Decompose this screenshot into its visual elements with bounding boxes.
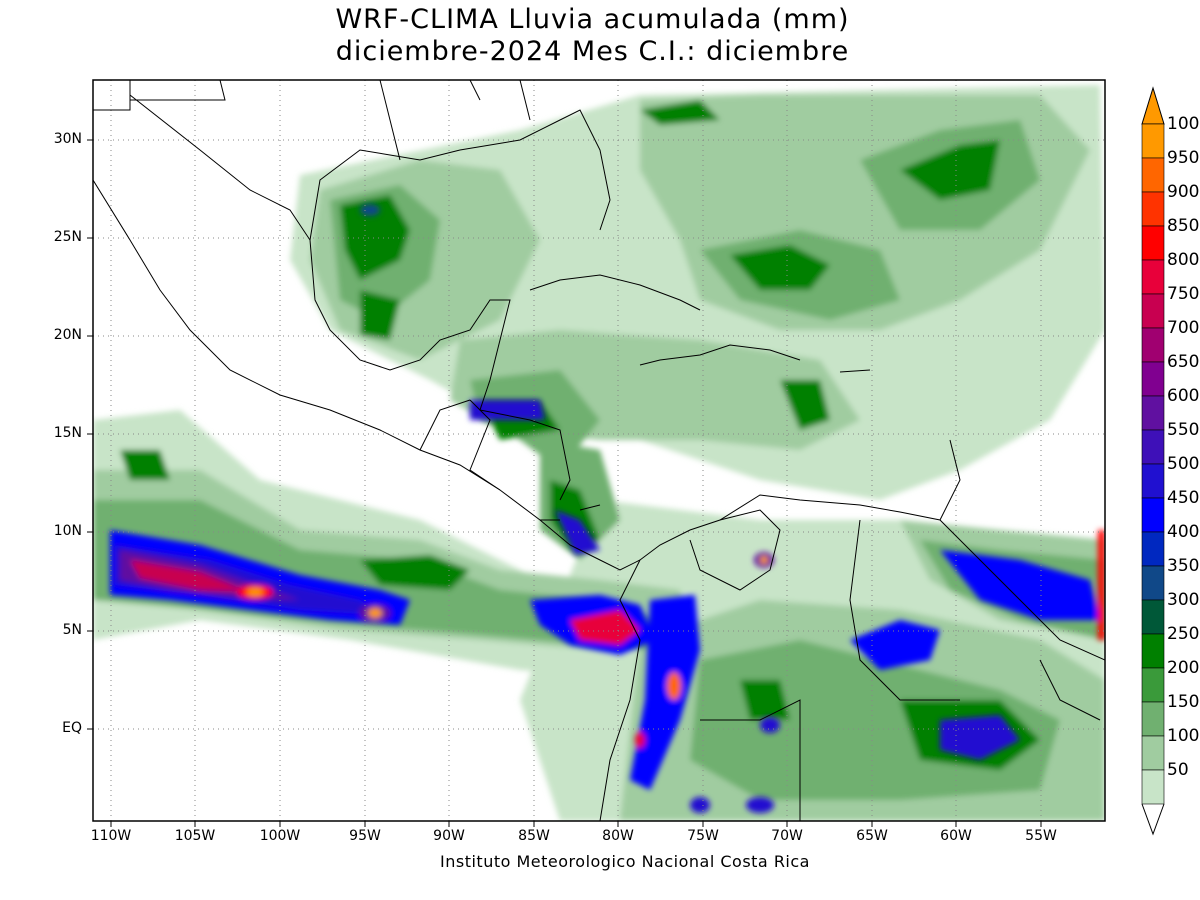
colorbar-label: 650 (1167, 352, 1200, 372)
colorbar-swatch (1141, 157, 1165, 193)
colorbar-swatch (1141, 293, 1165, 329)
colorbar-swatch (1141, 735, 1165, 771)
colorbar-arrow-top (1141, 86, 1165, 125)
colorbar-swatch (1141, 395, 1165, 431)
colorbar-swatch (1141, 531, 1165, 567)
colorbar-swatch (1141, 667, 1165, 703)
colorbar-label: 600 (1167, 386, 1200, 406)
colorbar-swatch (1141, 463, 1165, 499)
colorbar-swatch (1141, 769, 1165, 805)
colorbar-swatch (1141, 225, 1165, 261)
colorbar-label: 500 (1167, 454, 1200, 474)
colorbar-swatch (1141, 259, 1165, 295)
colorbar-swatch (1141, 565, 1165, 601)
colorbar-arrow-bottom (1141, 803, 1165, 836)
lat-label-25n: 25N (53, 229, 82, 245)
map-frame (92, 79, 1106, 822)
colorbar-label: 300 (1167, 590, 1200, 610)
colorbar-swatch (1141, 633, 1165, 669)
lon-label-100w: 100W (259, 828, 301, 844)
colorbar-label: 900 (1167, 182, 1200, 202)
colorbar-swatch (1141, 497, 1165, 533)
colorbar-label: 1000 (1167, 114, 1200, 134)
colorbar (1141, 86, 1165, 836)
colorbar-label: 850 (1167, 216, 1200, 236)
lon-label-70w: 70W (771, 828, 803, 844)
colorbar-label: 150 (1167, 692, 1200, 712)
lon-label-80w: 80W (602, 828, 634, 844)
lat-label-30n: 30N (53, 131, 82, 147)
lat-label-15n: 15N (53, 425, 82, 441)
colorbar-swatch (1141, 599, 1165, 635)
colorbar-label: 100 (1167, 726, 1200, 746)
lon-label-95w: 95W (349, 828, 381, 844)
colorbar-label: 50 (1167, 760, 1189, 780)
lon-label-85w: 85W (518, 828, 550, 844)
chart-subtitle: diciembre-2024 Mes C.I.: diciembre (335, 36, 850, 67)
colorbar-swatch (1141, 123, 1165, 159)
colorbar-label: 550 (1167, 420, 1200, 440)
lat-label-eq: EQ (62, 720, 82, 736)
lon-label-75w: 75W (687, 828, 719, 844)
colorbar-label: 700 (1167, 318, 1200, 338)
rain-field (93, 80, 1105, 821)
colorbar-label: 400 (1167, 522, 1200, 542)
lon-label-65w: 65W (856, 828, 888, 844)
lat-label-5n: 5N (62, 622, 82, 638)
colorbar-swatch (1141, 191, 1165, 227)
lon-label-90w: 90W (433, 828, 465, 844)
lon-label-105w: 105W (174, 828, 216, 844)
colorbar-swatch (1141, 361, 1165, 397)
lat-label-10n: 10N (53, 523, 82, 539)
colorbar-swatch (1141, 327, 1165, 363)
lat-label-20n: 20N (53, 327, 82, 343)
colorbar-label: 200 (1167, 658, 1200, 678)
chart-title: WRF-CLIMA Lluvia acumulada (mm) (335, 4, 850, 35)
colorbar-label: 950 (1167, 148, 1200, 168)
colorbar-label: 750 (1167, 284, 1200, 304)
lon-label-55w: 55W (1025, 828, 1057, 844)
colorbar-label: 800 (1167, 250, 1200, 270)
colorbar-label: 250 (1167, 624, 1200, 644)
colorbar-label: 350 (1167, 556, 1200, 576)
coastlines (93, 80, 1105, 821)
lon-label-110w: 110W (90, 828, 132, 844)
colorbar-swatch (1141, 701, 1165, 737)
colorbar-label: 450 (1167, 488, 1200, 508)
colorbar-swatch (1141, 429, 1165, 465)
credit-text: Instituto Meteorologico Nacional Costa R… (440, 852, 810, 871)
lon-label-60w: 60W (940, 828, 972, 844)
